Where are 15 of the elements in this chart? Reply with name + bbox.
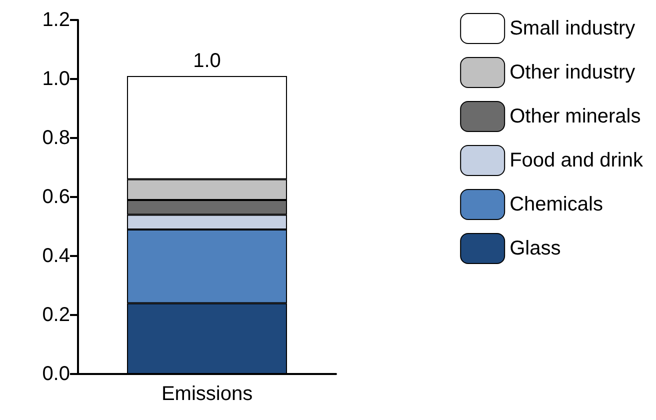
y-tick-label: 0.6 [42,186,70,208]
y-tick-label: 0.0 [42,363,70,385]
total-label: 1.0 [193,50,221,72]
y-tick-label: 0.2 [42,304,70,326]
legend-label: Food and drink [510,150,644,172]
legend-label: Small industry [510,18,636,40]
x-tick-label: Emissions [161,383,253,405]
y-tick-label: 1.0 [42,68,70,90]
y-tick-label: 0.8 [42,127,70,149]
legend-label: Other minerals [510,106,641,128]
y-tick-label: 1.2 [42,9,70,31]
y-tick-label: 0.4 [42,245,70,267]
legend-label: Other industry [510,62,636,84]
legend-label: Glass [510,238,561,260]
legend-label: Chemicals [510,194,603,216]
